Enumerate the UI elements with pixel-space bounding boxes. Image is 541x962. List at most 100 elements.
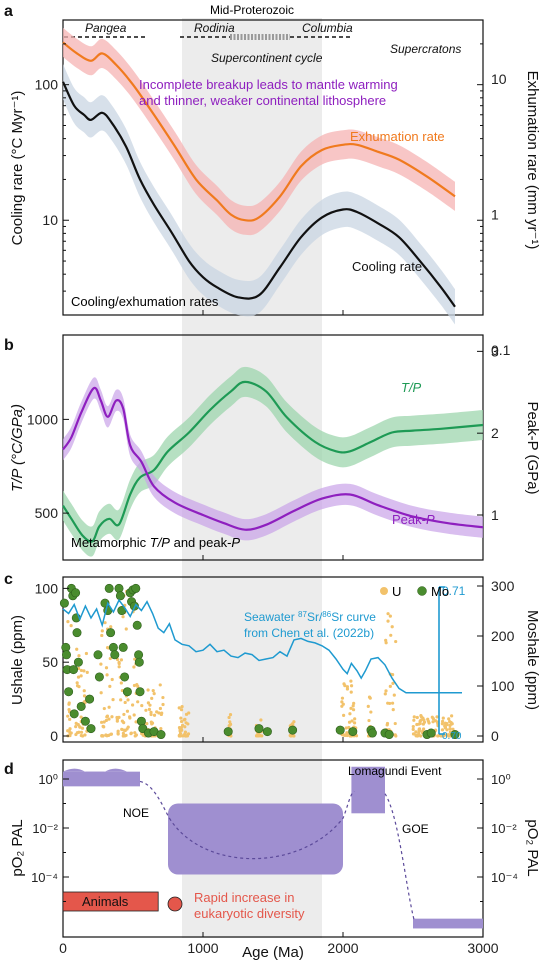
panel-a-ylabel: Cooling rare (°C Myr⁻¹) bbox=[9, 91, 26, 246]
u-point bbox=[123, 700, 127, 705]
u-point bbox=[340, 700, 344, 704]
u-point bbox=[414, 730, 418, 734]
panel-a-letter: a bbox=[4, 3, 13, 20]
u-point bbox=[179, 716, 183, 720]
u-point bbox=[69, 623, 73, 628]
u-point bbox=[82, 689, 86, 693]
u-point bbox=[352, 721, 357, 725]
u-point bbox=[441, 716, 445, 720]
u-point bbox=[131, 703, 135, 707]
u-point bbox=[147, 707, 152, 711]
u-point bbox=[417, 729, 421, 733]
u-point bbox=[84, 651, 89, 656]
y-tick-label-right: 3 bbox=[491, 343, 499, 359]
u-point bbox=[126, 725, 130, 729]
sr-scale-top: 0.71 bbox=[442, 584, 466, 598]
panel-a-note: Cooling/exhumation rates bbox=[71, 294, 219, 309]
y-tick-label-right: 300 bbox=[491, 578, 515, 594]
lomagundi-label: Lomagundi Event bbox=[348, 764, 442, 778]
y-tick-label-right: 1 bbox=[491, 207, 499, 223]
u-point bbox=[431, 720, 435, 724]
mo-point bbox=[262, 727, 272, 737]
u-point bbox=[415, 715, 419, 720]
sr-scale-bottom: 0.70 bbox=[442, 731, 462, 742]
u-point bbox=[394, 639, 398, 644]
oxygen-box-phanerozoic bbox=[63, 771, 140, 787]
u-point bbox=[342, 713, 346, 717]
mo-point bbox=[384, 730, 394, 740]
mo-point bbox=[69, 665, 79, 675]
u-point bbox=[389, 633, 393, 637]
u-point bbox=[68, 727, 72, 731]
y-tick-label-left: 500 bbox=[35, 505, 59, 521]
u-point bbox=[228, 713, 233, 717]
u-point bbox=[344, 726, 348, 730]
mo-point bbox=[156, 730, 166, 740]
tp-series-label: T/P bbox=[401, 380, 422, 395]
proterozoic-connector bbox=[168, 790, 355, 860]
u-point bbox=[68, 717, 72, 721]
u-point bbox=[140, 703, 144, 708]
u-point bbox=[351, 708, 356, 712]
y-tick-label-right: 10⁻⁴ bbox=[491, 870, 518, 885]
u-point bbox=[103, 621, 107, 625]
u-point bbox=[388, 614, 392, 618]
u-point bbox=[161, 695, 165, 700]
y-tick-label-left: 50 bbox=[42, 654, 58, 670]
tp-band bbox=[63, 366, 483, 557]
phanerozoic-wave bbox=[63, 768, 127, 775]
u-point bbox=[119, 681, 123, 685]
mo-point bbox=[223, 727, 233, 737]
u-point bbox=[104, 718, 108, 723]
u-point bbox=[288, 733, 292, 738]
mo-point bbox=[93, 650, 103, 660]
u-point bbox=[419, 715, 424, 719]
panel-c-frame bbox=[62, 576, 484, 743]
mo-point bbox=[72, 628, 82, 638]
mo-point bbox=[335, 725, 345, 735]
panel-c-ylabel-right: Moshale (ppm) bbox=[524, 610, 541, 710]
animals-label: Animals bbox=[82, 894, 129, 909]
u-point bbox=[105, 714, 110, 718]
mo-point bbox=[132, 620, 142, 630]
u-point bbox=[157, 711, 161, 715]
u-point bbox=[367, 718, 371, 723]
u-point bbox=[110, 677, 114, 682]
u-point bbox=[259, 718, 263, 722]
u-point bbox=[450, 714, 454, 718]
u-point bbox=[100, 633, 104, 638]
mo-point bbox=[135, 687, 145, 697]
panel-d-frame bbox=[62, 759, 484, 938]
y-tick-label-right: 0.1 bbox=[491, 342, 511, 358]
u-point bbox=[107, 705, 111, 709]
panel-b-letter: b bbox=[4, 337, 14, 354]
y-tick-label-right: 2 bbox=[491, 425, 499, 441]
goe-connector bbox=[384, 793, 415, 922]
y-tick-label-right: 1 bbox=[491, 507, 499, 523]
mo-point bbox=[122, 687, 132, 697]
u-point bbox=[411, 727, 415, 731]
u-point bbox=[125, 709, 130, 713]
u-point bbox=[349, 679, 353, 683]
u-point bbox=[412, 715, 416, 719]
mid-proterozoic-label: Mid-Proterozoic bbox=[210, 3, 294, 17]
supercontinent-cycle-label: Supercontinent cycle bbox=[211, 51, 323, 65]
y-tick-label-left: 10⁻² bbox=[32, 821, 58, 836]
noe-label: NOE bbox=[123, 806, 149, 820]
u-point bbox=[128, 716, 132, 720]
u-point bbox=[121, 615, 125, 619]
u-point bbox=[66, 714, 70, 718]
u-point bbox=[412, 732, 416, 736]
u-point bbox=[132, 683, 137, 688]
u-point bbox=[419, 718, 423, 722]
u-point bbox=[186, 732, 191, 736]
u-point bbox=[158, 706, 163, 711]
u-point bbox=[183, 730, 188, 734]
u-point bbox=[132, 713, 136, 717]
eukaryote-label-2: eukaryotic diversity bbox=[194, 906, 305, 921]
u-point bbox=[100, 734, 104, 738]
u-point bbox=[443, 721, 448, 725]
u-point bbox=[388, 701, 392, 706]
y-tick-label-left: 1000 bbox=[27, 411, 58, 427]
mo-point bbox=[59, 598, 69, 608]
